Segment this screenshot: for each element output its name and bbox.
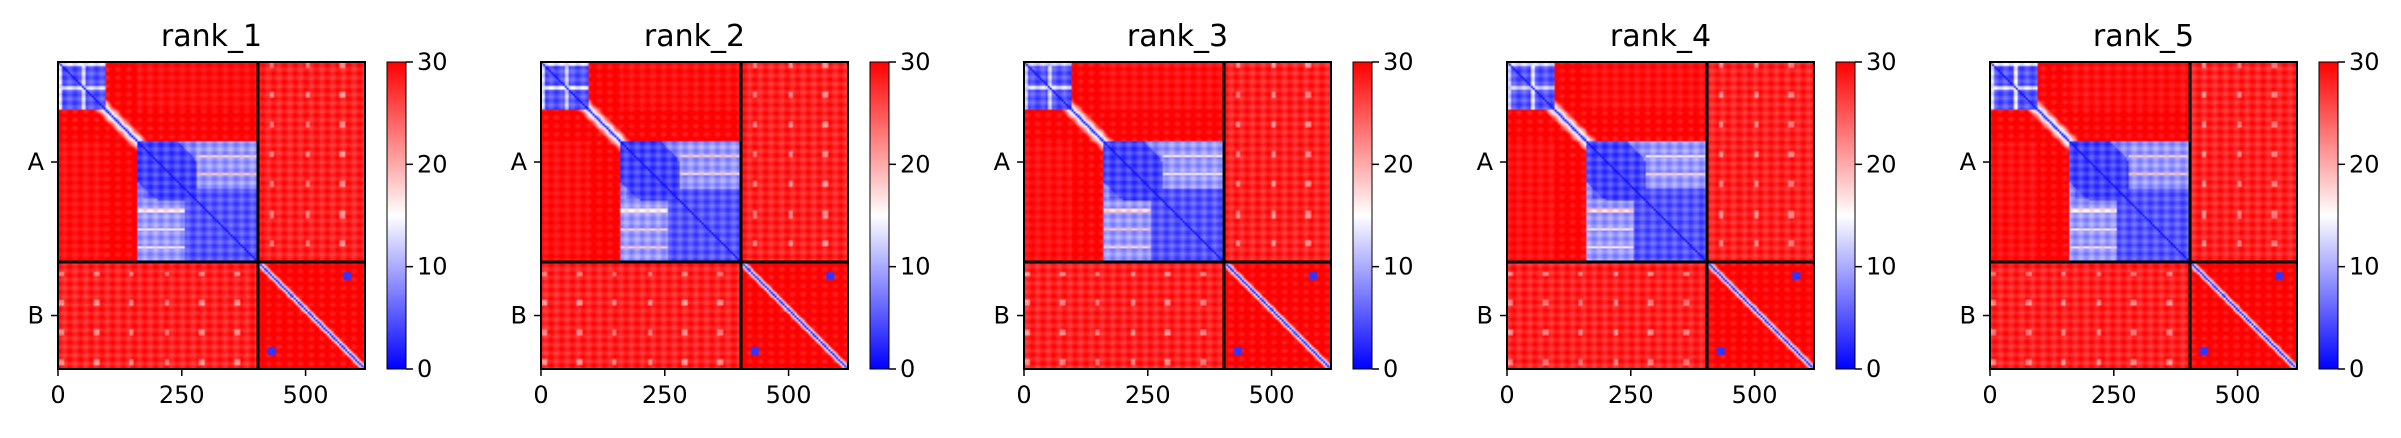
colorbar-tick-label: 0 [900,355,915,383]
pae-heatmap [1990,62,2297,369]
colorbar-tick-label: 0 [417,355,432,383]
heatmap-frame [1506,61,1815,370]
pae-heatmap [1507,62,1814,369]
colorbar-tick-label: 30 [417,48,448,76]
colorbar [1352,61,1373,370]
chain-label: B [28,302,44,330]
x-tick-label: 0 [533,381,548,409]
colorbar-tick-label: 10 [2349,253,2380,281]
colorbar-tick-label: 30 [900,48,931,76]
chain-label: A [28,148,45,176]
x-tick-label: 250 [159,381,205,409]
panel-2: rank_2 0 250 500 A B 0 10 20 30 [511,19,931,409]
panels-group: rank_1 0 250 500 A B 0 10 20 30 rank_2 0 250 500 A B 0 10… [28,19,2380,409]
x-tick-label: 250 [642,381,688,409]
panel-title: rank_3 [1127,19,1228,54]
panel-title: rank_5 [2093,19,2194,54]
colorbar-tick-label: 0 [1383,355,1398,383]
panel-4: rank_4 0 250 500 A B 0 10 20 30 [1477,19,1897,409]
panel-3: rank_3 0 250 500 A B 0 10 20 30 [994,19,1414,409]
x-tick-label: 0 [50,381,65,409]
colorbar-tick-label: 30 [1866,48,1897,76]
x-tick-label: 500 [2215,381,2261,409]
heatmap-frame [57,61,366,370]
panel-5: rank_5 0 250 500 A B 0 10 20 30 [1960,19,2380,409]
x-tick-label: 0 [1016,381,1031,409]
colorbar-tick-label: 10 [1383,253,1414,281]
colorbar-tick-label: 0 [1866,355,1881,383]
x-tick-label: 250 [2091,381,2137,409]
x-tick-label: 500 [1732,381,1778,409]
chain-label: B [511,302,527,330]
colorbar [869,61,890,370]
panel-title: rank_1 [161,19,262,54]
colorbar-tick-label: 30 [2349,48,2380,76]
chain-label: A [1960,148,1977,176]
panel-title: rank_4 [1610,19,1711,54]
colorbar [1835,61,1856,370]
chain-label: B [994,302,1010,330]
colorbar-tick-label: 20 [900,150,931,178]
pae-heatmap [1024,62,1331,369]
chain-label: A [511,148,528,176]
heatmap-frame [1023,61,1332,370]
colorbar [386,61,407,370]
x-tick-label: 500 [766,381,812,409]
pae-heatmap [58,62,365,369]
chain-label: B [1477,302,1493,330]
heatmap-frame [1989,61,2298,370]
x-tick-label: 0 [1982,381,1997,409]
colorbar-tick-label: 20 [1383,150,1414,178]
x-tick-label: 500 [283,381,329,409]
heatmap-frame [540,61,849,370]
colorbar-tick-label: 0 [2349,355,2364,383]
pae-heatmap [541,62,848,369]
colorbar-tick-label: 30 [1383,48,1414,76]
colorbar-tick-label: 10 [900,253,931,281]
chain-label: A [994,148,1011,176]
colorbar-tick-label: 10 [417,253,448,281]
x-tick-label: 250 [1125,381,1171,409]
panel-1: rank_1 0 250 500 A B 0 10 20 30 [28,19,448,409]
x-tick-label: 250 [1608,381,1654,409]
chain-label: A [1477,148,1494,176]
colorbar-tick-label: 20 [2349,150,2380,178]
colorbar-tick-label: 10 [1866,253,1897,281]
colorbar-tick-label: 20 [1866,150,1897,178]
colorbar [2318,61,2339,370]
panel-title: rank_2 [644,19,745,54]
x-tick-label: 0 [1499,381,1514,409]
chain-label: B [1960,302,1976,330]
colorbar-tick-label: 20 [417,150,448,178]
x-tick-label: 500 [1249,381,1295,409]
